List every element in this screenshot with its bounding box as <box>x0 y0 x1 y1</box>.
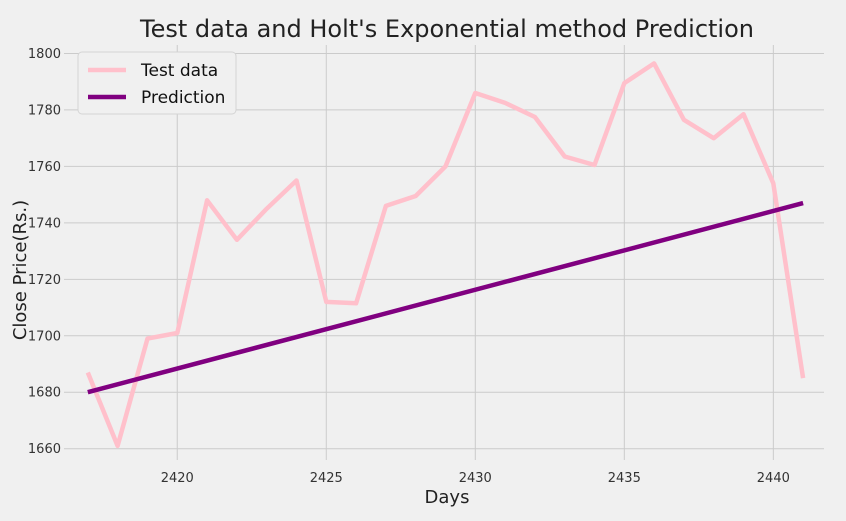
y-tick-label: 1680 <box>28 386 61 401</box>
legend: Test data Prediction <box>77 51 237 115</box>
y-tick-label: 1700 <box>28 329 61 344</box>
y-tick-label: 1760 <box>28 160 61 175</box>
legend-label-test-data: Test data <box>140 61 218 81</box>
y-tick-label: 1720 <box>28 273 61 288</box>
x-tick-label: 2435 <box>608 471 641 486</box>
y-tick-label: 1660 <box>28 442 61 457</box>
y-tick-label: 1780 <box>28 103 61 118</box>
series-line-prediction <box>87 200 804 395</box>
y-axis-label: Close Price(Rs.) <box>10 200 31 340</box>
x-tick-label: 2420 <box>161 471 194 486</box>
series-lines <box>85 61 806 449</box>
y-tick-labels: 1660 1680 1700 1720 1740 1760 1780 1800 <box>28 47 61 457</box>
y-tick-label: 1740 <box>28 216 61 231</box>
x-axis-label: Days <box>425 487 470 508</box>
x-tick-label: 2440 <box>757 471 790 486</box>
x-tick-labels: 2420 2425 2430 2435 2440 <box>161 471 790 486</box>
x-tick-label: 2430 <box>459 471 492 486</box>
series-line-test-data <box>85 61 806 449</box>
y-tick-label: 1800 <box>28 47 61 62</box>
x-tick-label: 2425 <box>310 471 343 486</box>
chart-title: Test data and Holt's Exponential method … <box>139 15 754 43</box>
legend-label-prediction: Prediction <box>141 88 225 108</box>
